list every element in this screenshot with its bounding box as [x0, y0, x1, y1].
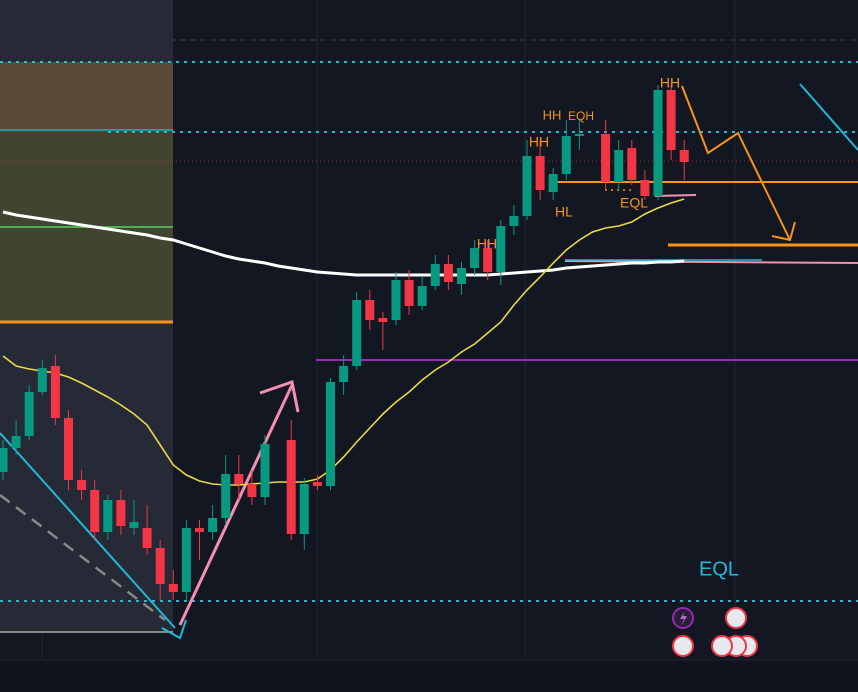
candle-body [195, 528, 204, 532]
candle-body [679, 150, 689, 162]
candle-body [666, 90, 676, 150]
candle-body [90, 490, 100, 532]
candle-body [601, 134, 611, 182]
annotation: HH [660, 75, 680, 91]
candle-body [299, 484, 309, 534]
candle-body [548, 174, 558, 192]
candle-body [37, 368, 47, 392]
annotation: HH [529, 134, 549, 150]
candle-body [378, 318, 388, 322]
candle-body [326, 382, 335, 486]
candle-body [339, 366, 349, 382]
annotation: HH [477, 236, 497, 252]
candle-body [470, 248, 480, 268]
candle-body [50, 366, 60, 418]
candle-body [483, 248, 493, 272]
candle-body [77, 480, 87, 490]
candle-body [496, 226, 506, 272]
candle-body [404, 280, 414, 306]
moving-average [2, 210, 685, 277]
moving-average [2, 198, 685, 486]
candle-body [0, 448, 8, 472]
annotation: EQL [699, 558, 739, 580]
candle-body [352, 300, 362, 366]
candle-body [640, 180, 650, 196]
event-icons [672, 607, 758, 657]
candle-body [247, 484, 257, 497]
candle-body [208, 518, 218, 532]
candles [0, 85, 689, 600]
candle-body [574, 134, 584, 136]
candle-body [535, 156, 545, 190]
candle-body [116, 500, 126, 526]
candle-body [522, 156, 532, 216]
candle-body [430, 264, 440, 286]
candle-body [155, 548, 165, 584]
candle-body [365, 300, 375, 320]
candle-body [11, 436, 21, 448]
candle-body [417, 286, 427, 306]
candle-body [627, 148, 637, 180]
candle-body [443, 264, 453, 282]
candle-body [457, 268, 466, 284]
moving-averages [2, 198, 685, 486]
annotation: HH [543, 107, 562, 122]
candle-body [103, 500, 113, 532]
candle-body [24, 392, 34, 436]
candle-body [509, 216, 519, 226]
candle-body [181, 528, 191, 592]
candle-body [312, 482, 322, 486]
candle-body [260, 444, 270, 497]
candle-body [653, 90, 663, 196]
candle-body [234, 474, 244, 484]
candle-body [168, 584, 178, 592]
candle-body [614, 150, 624, 182]
annotation: EQH [568, 109, 594, 123]
candle-body [64, 418, 73, 480]
candle-body [221, 474, 231, 518]
candle-body [391, 280, 401, 320]
annotations: HH HH HH EQH HL EQL HH EQL [477, 75, 739, 581]
candle-body [561, 136, 571, 174]
annotation: HL [555, 204, 573, 220]
candle-body [286, 440, 296, 534]
candle-body [142, 528, 152, 548]
candle-body [129, 522, 139, 528]
annotation: EQL [620, 195, 648, 211]
drawings [0, 61, 858, 640]
